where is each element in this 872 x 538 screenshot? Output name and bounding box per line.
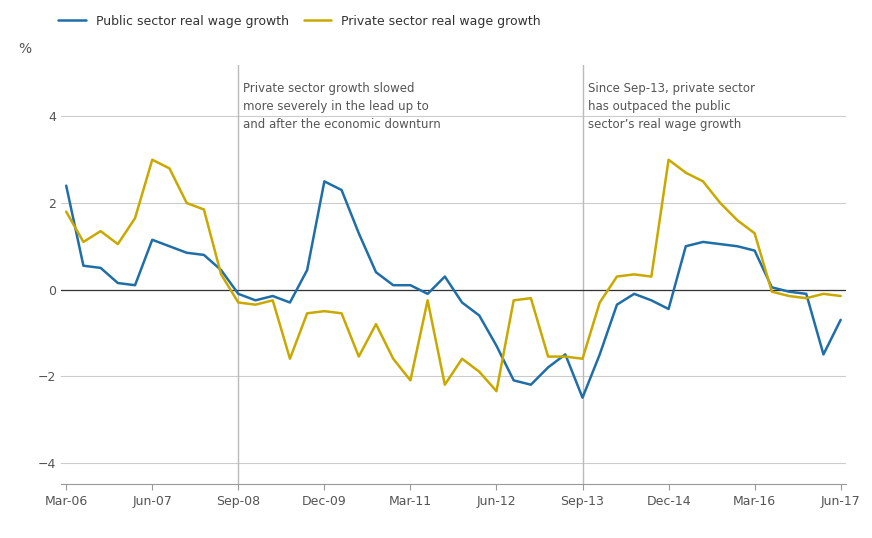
Private sector real wage growth: [491, 388, 501, 394]
Public sector real wage growth: [439, 273, 450, 280]
Public sector real wage growth: [543, 364, 554, 371]
Public sector real wage growth: [147, 237, 158, 243]
Public sector real wage growth: [319, 178, 330, 185]
Public sector real wage growth: [732, 243, 743, 250]
Private sector real wage growth: [784, 293, 794, 299]
Line: Public sector real wage growth: Public sector real wage growth: [66, 181, 841, 398]
Private sector real wage growth: [595, 299, 605, 306]
Private sector real wage growth: [629, 271, 639, 278]
Public sector real wage growth: [612, 301, 623, 308]
Text: Since Sep-13, private sector
has outpaced the public
sector’s real wage growth: Since Sep-13, private sector has outpace…: [588, 82, 754, 131]
Public sector real wage growth: [61, 182, 72, 189]
Private sector real wage growth: [181, 200, 192, 206]
Public sector real wage growth: [112, 280, 123, 286]
Public sector real wage growth: [698, 239, 708, 245]
Private sector real wage growth: [353, 353, 364, 360]
Private sector real wage growth: [646, 273, 657, 280]
Public sector real wage growth: [405, 282, 416, 288]
Private sector real wage growth: [543, 353, 554, 360]
Private sector real wage growth: [698, 178, 708, 185]
Private sector real wage growth: [680, 169, 691, 176]
Public sector real wage growth: [835, 316, 846, 323]
Public sector real wage growth: [353, 230, 364, 237]
Private sector real wage growth: [199, 206, 209, 213]
Public sector real wage growth: [749, 247, 760, 254]
Public sector real wage growth: [784, 288, 794, 295]
Public sector real wage growth: [130, 282, 140, 288]
Private sector real wage growth: [319, 308, 330, 314]
Public sector real wage growth: [216, 267, 227, 273]
Private sector real wage growth: [61, 208, 72, 215]
Public sector real wage growth: [95, 265, 106, 271]
Public sector real wage growth: [284, 299, 295, 306]
Public sector real wage growth: [715, 241, 726, 247]
Public sector real wage growth: [422, 291, 433, 297]
Public sector real wage growth: [164, 243, 174, 250]
Private sector real wage growth: [147, 157, 158, 163]
Private sector real wage growth: [130, 215, 140, 221]
Public sector real wage growth: [250, 297, 261, 303]
Public sector real wage growth: [371, 269, 381, 275]
Private sector real wage growth: [732, 217, 743, 223]
Public sector real wage growth: [508, 377, 519, 384]
Line: Private sector real wage growth: Private sector real wage growth: [66, 160, 841, 391]
Private sector real wage growth: [749, 230, 760, 237]
Private sector real wage growth: [577, 356, 588, 362]
Private sector real wage growth: [78, 239, 89, 245]
Private sector real wage growth: [302, 310, 312, 316]
Public sector real wage growth: [233, 291, 243, 297]
Private sector real wage growth: [337, 310, 347, 316]
Legend: Public sector real wage growth, Private sector real wage growth: Public sector real wage growth, Private …: [53, 10, 546, 33]
Private sector real wage growth: [835, 293, 846, 299]
Public sector real wage growth: [560, 351, 570, 358]
Public sector real wage growth: [680, 243, 691, 250]
Public sector real wage growth: [818, 351, 828, 358]
Private sector real wage growth: [371, 321, 381, 327]
Private sector real wage growth: [95, 228, 106, 235]
Private sector real wage growth: [766, 288, 777, 295]
Private sector real wage growth: [818, 291, 828, 297]
Private sector real wage growth: [268, 297, 278, 303]
Private sector real wage growth: [112, 241, 123, 247]
Public sector real wage growth: [646, 297, 657, 303]
Text: %: %: [18, 42, 31, 56]
Public sector real wage growth: [181, 250, 192, 256]
Private sector real wage growth: [801, 295, 812, 301]
Private sector real wage growth: [284, 356, 295, 362]
Private sector real wage growth: [526, 295, 536, 301]
Public sector real wage growth: [629, 291, 639, 297]
Public sector real wage growth: [766, 284, 777, 291]
Public sector real wage growth: [302, 267, 312, 273]
Private sector real wage growth: [216, 271, 227, 278]
Public sector real wage growth: [577, 394, 588, 401]
Private sector real wage growth: [457, 356, 467, 362]
Private sector real wage growth: [233, 299, 243, 306]
Public sector real wage growth: [491, 343, 501, 349]
Text: Private sector growth slowed
more severely in the lead up to
and after the econo: Private sector growth slowed more severe…: [243, 82, 441, 131]
Public sector real wage growth: [388, 282, 399, 288]
Public sector real wage growth: [595, 351, 605, 358]
Private sector real wage growth: [715, 200, 726, 206]
Private sector real wage growth: [664, 157, 674, 163]
Private sector real wage growth: [388, 356, 399, 362]
Private sector real wage growth: [474, 369, 485, 375]
Private sector real wage growth: [422, 297, 433, 303]
Public sector real wage growth: [664, 306, 674, 312]
Public sector real wage growth: [526, 381, 536, 388]
Public sector real wage growth: [199, 252, 209, 258]
Private sector real wage growth: [405, 377, 416, 384]
Private sector real wage growth: [612, 273, 623, 280]
Public sector real wage growth: [801, 291, 812, 297]
Private sector real wage growth: [508, 297, 519, 303]
Public sector real wage growth: [78, 263, 89, 269]
Public sector real wage growth: [474, 312, 485, 318]
Private sector real wage growth: [560, 353, 570, 360]
Public sector real wage growth: [457, 299, 467, 306]
Private sector real wage growth: [164, 165, 174, 172]
Private sector real wage growth: [439, 381, 450, 388]
Public sector real wage growth: [337, 187, 347, 193]
Public sector real wage growth: [268, 293, 278, 299]
Private sector real wage growth: [250, 301, 261, 308]
